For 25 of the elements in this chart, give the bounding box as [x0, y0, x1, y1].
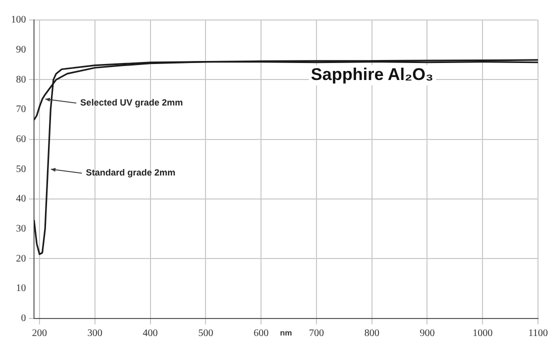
annotation: Selected UV grade 2mm [80, 98, 183, 108]
x-tick-label: 300 [87, 328, 102, 340]
y-tick-label: 0 [21, 313, 26, 324]
y-tick-label: 20 [16, 253, 26, 264]
y-tick-label: 90 [16, 44, 26, 56]
x-tick-label: 1000 [472, 328, 493, 340]
y-tick-label: 30 [16, 224, 26, 235]
y-tick-label: 50 [16, 164, 26, 175]
x-tick-label: 200 [32, 328, 48, 340]
x-tick-label: 700 [308, 328, 324, 340]
x-tick-label: 900 [420, 328, 435, 340]
x-tick-label: 800 [364, 328, 380, 340]
y-tick-label: 70 [16, 104, 26, 116]
y-tick-label: 80 [16, 74, 26, 86]
x-axis-title: nm [280, 328, 292, 338]
x-tick-label: 500 [198, 328, 214, 340]
x-tick-label: 1100 [528, 328, 548, 340]
x-tick-label: 400 [142, 328, 158, 340]
annotation: Standard grade 2mm [86, 168, 176, 178]
x-tick-label: 600 [254, 328, 269, 340]
y-tick-label: 100 [11, 14, 26, 26]
y-tick-label: 10 [16, 283, 26, 294]
annotation: Sapphire Al₂O₃ [310, 64, 434, 84]
y-tick-label: 60 [16, 134, 26, 145]
y-tick-label: 40 [16, 194, 26, 205]
